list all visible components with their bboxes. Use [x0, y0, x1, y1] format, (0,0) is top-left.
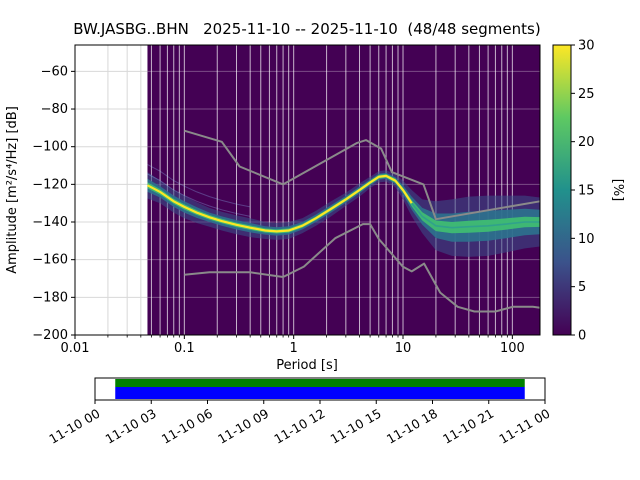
- x-tick-label: 10: [395, 341, 412, 356]
- x-axis-label: Period [s]: [276, 358, 338, 373]
- psd-artifact-streak: [147, 164, 251, 208]
- timeline-tick-label: 11-10 12: [271, 406, 327, 447]
- noise-model-low-curve: [184, 223, 541, 313]
- psd-data-layer: [146, 129, 541, 313]
- axes-layer: 0.01 0.1 1 10 100 −200 −180 −160 −140 −120 −100 −80…: [32, 44, 541, 356]
- colorbar-layer: 0 5 10 15 20 25 30: [552, 39, 595, 344]
- colorbar-tick-label: 0: [578, 329, 586, 344]
- timeline-layer: 11-10 00 11-10 03 11-10 06 11-10 09 11-10 12…: [46, 377, 553, 447]
- psd-background: [147, 45, 541, 335]
- y-tick-label: −140: [32, 215, 68, 230]
- timeline-tick-label: 11-10 06: [159, 406, 215, 447]
- plot-background-layer: [74, 45, 541, 336]
- colorbar-label: [%]: [610, 179, 625, 202]
- y-tick-label: −60: [41, 64, 68, 79]
- y-tick-label: −100: [32, 140, 68, 155]
- colorbar-tick-label: 15: [578, 184, 595, 199]
- psd-ridge: [146, 174, 413, 233]
- figure-title: BW.JASBG..BHN 2025-11-10 -- 2025-11-10 (…: [73, 20, 540, 38]
- y-tick-label: −180: [32, 290, 68, 305]
- timeline-coverage-blue: [115, 387, 525, 399]
- noise-model-high-curve: [184, 129, 541, 221]
- timeline-tick-label: 11-10 15: [328, 406, 384, 447]
- plot-frame: [74, 44, 541, 336]
- timeline-tick-label: 11-10 21: [440, 406, 496, 447]
- y-tick-label: −160: [32, 253, 68, 268]
- colorbar: [552, 44, 572, 336]
- y-axis-label: Amplitude [m²/s⁴/Hz] [dB]: [5, 106, 20, 274]
- timeline-coverage-green: [115, 379, 525, 387]
- timeline-tick-label: 11-11 00: [496, 406, 552, 447]
- psd-band-core: [147, 174, 540, 234]
- colorbar-tick-label: 5: [578, 280, 586, 295]
- psd-artifact-streak: [147, 173, 251, 217]
- y-tick-label: −120: [32, 177, 68, 192]
- colorbar-tick-label: 10: [578, 232, 595, 247]
- timeline-tick-label: 11-10 03: [103, 406, 159, 447]
- colorbar-tick-label: 20: [578, 135, 595, 150]
- x-tick-label: 0.01: [61, 341, 90, 356]
- psd-ridge-long-period: [402, 189, 540, 229]
- x-tick-label: 100: [500, 341, 525, 356]
- colorbar-tick-label: 30: [578, 39, 595, 54]
- timeline-tick-label: 11-10 18: [384, 406, 440, 447]
- x-tick-label: 0.1: [174, 341, 195, 356]
- y-tick-label: −80: [41, 102, 68, 117]
- timeline-tick-label: 11-10 00: [46, 406, 102, 447]
- colorbar-tick-label: 25: [578, 87, 595, 102]
- timeline-tick-label: 11-10 09: [215, 406, 271, 447]
- y-tick-label: −200: [32, 328, 68, 343]
- x-tick-label: 1: [290, 341, 298, 356]
